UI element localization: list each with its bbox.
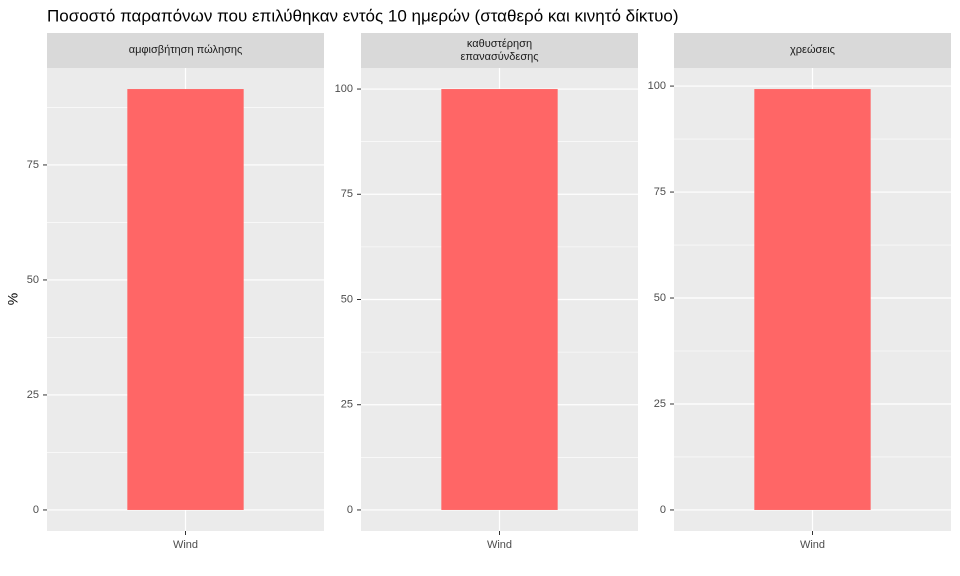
y-tick-label: 0 — [33, 504, 39, 516]
facet-strip: χρεώσεις — [674, 33, 951, 68]
bar — [441, 89, 558, 510]
y-tick-label: 50 — [27, 274, 39, 286]
y-tick-label: 100 — [335, 83, 353, 95]
y-tick-label: 75 — [654, 186, 666, 198]
y-tick-label: 50 — [341, 293, 353, 305]
bar — [754, 89, 871, 510]
y-tick-label: 50 — [654, 292, 666, 304]
x-tick-label: Wind — [800, 539, 825, 551]
y-tick-label: 0 — [660, 504, 666, 516]
y-tick-label: 100 — [648, 80, 666, 92]
y-tick-label: 25 — [654, 398, 666, 410]
x-tick-label: Wind — [487, 539, 512, 551]
y-tick-label: 25 — [341, 399, 353, 411]
y-axis-title: % — [5, 293, 21, 305]
bar — [127, 89, 244, 510]
y-tick-label: 75 — [27, 159, 39, 171]
facet-strip: αμφισβήτηση πώλησης — [47, 33, 324, 68]
chart-title: Ποσοστό παραπόνων που επιλύθηκαν εντός 1… — [47, 6, 679, 25]
y-tick-label: 75 — [341, 188, 353, 200]
y-tick-label: 0 — [347, 504, 353, 516]
facet-strip: καθυστέρηση επανασύνδεσης — [361, 33, 638, 68]
x-tick-label: Wind — [173, 539, 198, 551]
y-tick-label: 25 — [27, 389, 39, 401]
